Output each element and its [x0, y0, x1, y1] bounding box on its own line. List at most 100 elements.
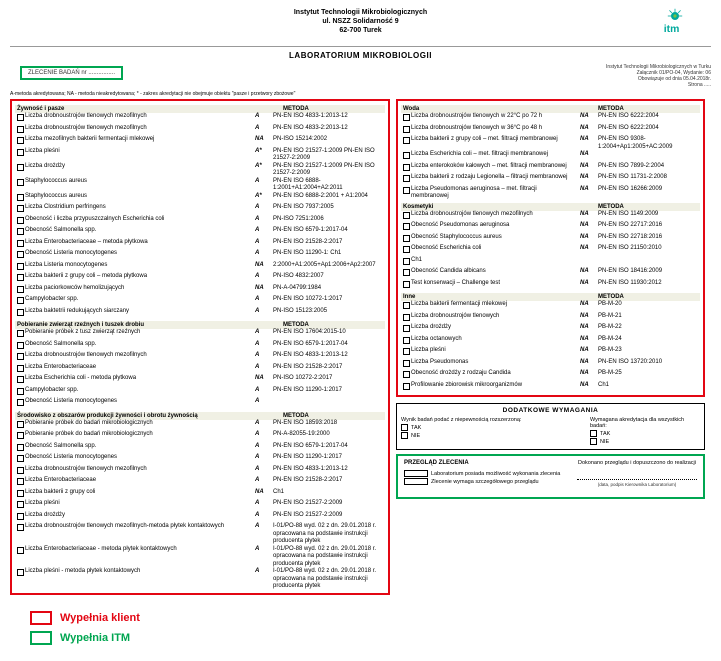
method-code: PN-EN ISO 4833-1:2013-12 — [273, 466, 383, 474]
uncertainty-yes-checkbox[interactable] — [401, 424, 408, 431]
accreditation-mark: A — [255, 227, 273, 235]
accreditation-mark: NA — [580, 370, 598, 378]
test-checkbox[interactable] — [17, 113, 25, 125]
test-row: Liczba PseudomonasNAPN-EN ISO 13720:2010 — [401, 359, 700, 371]
test-checkbox[interactable] — [17, 329, 25, 341]
test-checkbox[interactable] — [17, 204, 25, 216]
test-checkbox[interactable] — [403, 382, 411, 394]
test-checkbox[interactable] — [403, 125, 411, 137]
test-name: Liczba drobnoustrojów tlenowych mezofiln… — [25, 113, 255, 121]
test-checkbox[interactable] — [17, 262, 25, 274]
test-checkbox[interactable] — [403, 336, 411, 348]
test-checkbox[interactable] — [403, 268, 411, 280]
test-checkbox[interactable] — [403, 359, 411, 371]
test-checkbox[interactable] — [403, 313, 411, 325]
accreditation-mark: A — [255, 454, 273, 462]
test-checkbox[interactable] — [17, 500, 25, 512]
test-name: Obecność Salmonella spp. — [25, 227, 255, 235]
signature-line[interactable] — [577, 466, 697, 480]
test-checkbox[interactable] — [17, 163, 25, 175]
test-checkbox[interactable] — [403, 370, 411, 382]
test-row: Staphylococcus aureusA*PN-EN ISO 6888-2:… — [15, 193, 385, 205]
test-row: Liczba drobnoustrojów tlenowych mezofiln… — [15, 113, 385, 125]
test-checkbox[interactable] — [17, 285, 25, 297]
test-checkbox[interactable] — [17, 148, 25, 160]
test-checkbox[interactable] — [403, 136, 411, 148]
legend-green-swatch — [30, 631, 52, 645]
test-checkbox[interactable] — [403, 211, 411, 223]
test-checkbox[interactable] — [17, 227, 25, 239]
accreditation-mark: A — [255, 178, 273, 186]
test-checkbox[interactable] — [17, 431, 25, 443]
test-name: Obecność Listeria monocytogenes — [25, 454, 255, 462]
test-checkbox[interactable] — [17, 568, 25, 580]
test-checkbox[interactable] — [17, 443, 25, 455]
method-code: PN-EN ISO 22718:2016 — [598, 234, 698, 242]
uncertainty-no-checkbox[interactable] — [401, 432, 408, 439]
test-checkbox[interactable] — [403, 222, 411, 234]
test-checkbox[interactable] — [17, 352, 25, 364]
test-checkbox[interactable] — [403, 301, 411, 313]
test-checkbox[interactable] — [17, 178, 25, 190]
test-checkbox[interactable] — [403, 234, 411, 246]
test-checkbox[interactable] — [403, 257, 411, 269]
test-checkbox[interactable] — [17, 375, 25, 387]
test-checkbox[interactable] — [403, 347, 411, 359]
test-checkbox[interactable] — [403, 280, 411, 292]
section-header: KosmetykiMETODA — [401, 203, 700, 211]
test-checkbox[interactable] — [17, 193, 25, 205]
accred-no-checkbox[interactable] — [590, 438, 597, 445]
review-possible-checkbox[interactable] — [404, 470, 428, 477]
test-row: Test konserwacji – Challenge testNAPN-EN… — [401, 280, 700, 292]
method-code: PN-A-04799:1984 — [273, 285, 383, 293]
test-checkbox[interactable] — [17, 546, 25, 558]
test-checkbox[interactable] — [17, 250, 25, 262]
test-row: Obecność Listeria monocytogenesAPN-EN IS… — [15, 454, 385, 466]
test-checkbox[interactable] — [17, 454, 25, 466]
test-checkbox[interactable] — [17, 387, 25, 399]
test-name: Campylobacter spp. — [25, 296, 255, 304]
test-checkbox[interactable] — [17, 296, 25, 308]
order-number-box[interactable]: ZLECENIE BADAŃ nr ................ — [20, 66, 123, 80]
test-checkbox[interactable] — [403, 174, 411, 186]
test-checkbox[interactable] — [403, 186, 411, 198]
test-checkbox[interactable] — [17, 512, 25, 524]
test-checkbox[interactable] — [17, 364, 25, 376]
accreditation-mark: A — [255, 250, 273, 258]
test-checkbox[interactable] — [403, 113, 411, 125]
test-row: Liczba drożdżyNAPB-M-22 — [401, 324, 700, 336]
method-code: PN-EN ISO 7937:2005 — [273, 204, 383, 212]
test-checkbox[interactable] — [17, 466, 25, 478]
test-checkbox[interactable] — [403, 151, 411, 163]
test-name: Liczba Escherichia coli – met. filtracji… — [411, 151, 580, 159]
test-checkbox[interactable] — [17, 125, 25, 137]
accreditation-mark: NA — [580, 382, 598, 390]
test-checkbox[interactable] — [17, 216, 25, 228]
test-checkbox[interactable] — [17, 420, 25, 432]
test-checkbox[interactable] — [17, 239, 25, 251]
test-checkbox[interactable] — [17, 477, 25, 489]
test-checkbox[interactable] — [403, 324, 411, 336]
test-name: Liczba drożdży — [25, 163, 255, 171]
accreditation-mark: NA — [255, 375, 273, 383]
test-checkbox[interactable] — [17, 398, 25, 410]
accreditation-mark: A — [255, 204, 273, 212]
test-checkbox[interactable] — [17, 489, 25, 501]
test-row: Staphylococcus aureusAPN-EN ISO 6888-1:2… — [15, 178, 385, 193]
accred-yes-checkbox[interactable] — [590, 430, 597, 437]
test-name: Pobieranie próbek z tusz zwierząt rzeźny… — [25, 329, 255, 337]
test-checkbox[interactable] — [403, 245, 411, 257]
accreditation-mark: NA — [580, 136, 598, 144]
test-row: Obecność Listeria monocytogenesA — [15, 398, 385, 410]
accreditation-mark: A — [255, 477, 273, 485]
method-code: PN-EN ISO 11290-1:2017 — [273, 387, 383, 395]
accreditation-mark: A — [255, 296, 273, 304]
test-checkbox[interactable] — [17, 523, 25, 535]
accreditation-mark: NA — [580, 186, 598, 194]
test-checkbox[interactable] — [17, 273, 25, 285]
test-checkbox[interactable] — [17, 136, 25, 148]
test-checkbox[interactable] — [403, 163, 411, 175]
test-checkbox[interactable] — [17, 341, 25, 353]
review-detailed-checkbox[interactable] — [404, 478, 428, 485]
test-checkbox[interactable] — [17, 308, 25, 320]
